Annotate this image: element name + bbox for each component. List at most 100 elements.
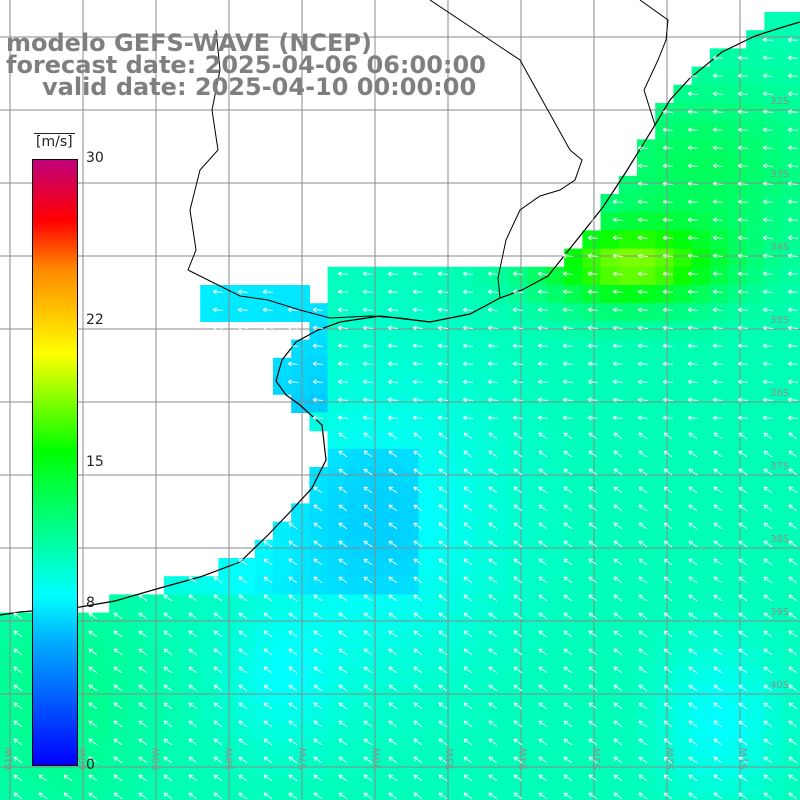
wind-cell bbox=[709, 721, 729, 741]
wind-arrow bbox=[363, 756, 373, 764]
wind-cell bbox=[36, 776, 56, 796]
wind-cell bbox=[582, 376, 602, 395]
wind-arrow bbox=[138, 666, 148, 674]
wind-cell bbox=[327, 685, 347, 705]
wind-arrow bbox=[512, 271, 524, 277]
wind-cell bbox=[546, 485, 565, 504]
wind-cell bbox=[728, 321, 747, 341]
wind-cell bbox=[273, 376, 292, 395]
wind-arrow bbox=[163, 792, 173, 800]
wind-arrow bbox=[13, 612, 23, 620]
wind-arrow bbox=[713, 648, 723, 656]
wind-cell bbox=[327, 649, 347, 668]
wind-cell bbox=[327, 376, 347, 395]
wind-cell bbox=[582, 467, 602, 486]
wind-arrow bbox=[213, 792, 223, 800]
wind-arrow bbox=[312, 379, 324, 385]
wind-cell bbox=[254, 630, 274, 650]
wind-arrow bbox=[588, 432, 598, 440]
wind-arrow bbox=[538, 540, 548, 548]
wind-cell bbox=[145, 740, 165, 759]
wind-cell bbox=[91, 794, 110, 800]
wind-cell bbox=[728, 103, 747, 122]
wind-arrow bbox=[113, 774, 123, 782]
wind-cell bbox=[273, 630, 292, 650]
wind-cell bbox=[691, 175, 711, 195]
wind-cell bbox=[473, 285, 492, 304]
wind-arrow bbox=[688, 486, 698, 494]
wind-arrow bbox=[163, 774, 173, 782]
wind-arrow bbox=[537, 289, 549, 295]
wind-arrow bbox=[737, 379, 749, 385]
wind-arrow bbox=[438, 666, 448, 674]
wind-arrow bbox=[737, 181, 749, 187]
wind-arrow bbox=[388, 648, 398, 656]
wind-cell bbox=[618, 394, 638, 413]
wind-arrow bbox=[163, 702, 173, 710]
wind-cell bbox=[436, 339, 456, 359]
wind-cell bbox=[436, 740, 456, 759]
wind-cell bbox=[309, 376, 329, 395]
wind-cell bbox=[345, 394, 365, 413]
wind-arrow bbox=[63, 774, 73, 782]
wind-cell bbox=[182, 721, 201, 741]
wind-arrow bbox=[738, 684, 748, 692]
wind-cell bbox=[600, 612, 620, 632]
wind-cell bbox=[418, 539, 438, 559]
wind-arrow bbox=[413, 774, 423, 782]
wind-arrow bbox=[413, 540, 423, 548]
wind-cell bbox=[782, 321, 800, 341]
wind-cell bbox=[618, 721, 638, 741]
wind-arrow bbox=[238, 792, 248, 800]
wind-arrow bbox=[413, 756, 423, 764]
wind-arrow bbox=[687, 289, 699, 295]
lon-label: 55W bbox=[445, 747, 456, 770]
wind-arrow bbox=[338, 702, 348, 710]
wind-arrow bbox=[612, 343, 624, 349]
wind-arrow bbox=[337, 325, 349, 331]
wind-cell bbox=[582, 558, 602, 577]
wind-arrow bbox=[463, 666, 473, 674]
wind-arrow bbox=[788, 648, 798, 656]
wind-arrow bbox=[663, 630, 673, 638]
wind-arrow bbox=[787, 397, 799, 403]
wind-cell bbox=[418, 649, 438, 668]
wind-cell bbox=[546, 576, 565, 595]
wind-cell bbox=[163, 576, 183, 595]
wind-cell bbox=[455, 394, 474, 413]
wind-cell bbox=[182, 667, 201, 686]
wind-arrow bbox=[313, 666, 323, 674]
wind-arrow bbox=[663, 774, 673, 782]
wind-cell bbox=[327, 485, 347, 504]
wind-cell bbox=[637, 412, 656, 432]
wind-cell bbox=[473, 357, 492, 377]
wind-cell bbox=[145, 721, 165, 741]
wind-arrow bbox=[362, 397, 374, 403]
wind-cell bbox=[309, 612, 329, 632]
wind-cell bbox=[582, 776, 602, 796]
wind-arrow bbox=[737, 109, 749, 115]
wind-cell bbox=[218, 303, 238, 322]
wind-cell bbox=[400, 467, 420, 486]
wind-cell bbox=[673, 758, 693, 777]
wind-arrow bbox=[288, 522, 298, 530]
wind-cell bbox=[782, 740, 800, 759]
wind-cell bbox=[218, 740, 238, 759]
wind-arrow bbox=[262, 289, 274, 295]
wind-arrow bbox=[612, 235, 624, 241]
wind-cell bbox=[782, 539, 800, 559]
wind-cell bbox=[473, 521, 492, 541]
wind-cell bbox=[564, 467, 583, 486]
wind-cell bbox=[455, 266, 474, 286]
lon-label: 51W bbox=[739, 747, 750, 770]
wind-arrow bbox=[737, 415, 749, 421]
wind-cell bbox=[382, 503, 401, 523]
wind-cell bbox=[673, 303, 693, 322]
wind-cell bbox=[509, 448, 529, 468]
wind-arrow bbox=[363, 522, 373, 530]
wind-cell bbox=[127, 703, 147, 723]
wind-arrow bbox=[563, 666, 573, 674]
wind-arrow bbox=[213, 666, 223, 674]
wind-arrow bbox=[712, 91, 724, 97]
wind-cell bbox=[345, 321, 365, 341]
